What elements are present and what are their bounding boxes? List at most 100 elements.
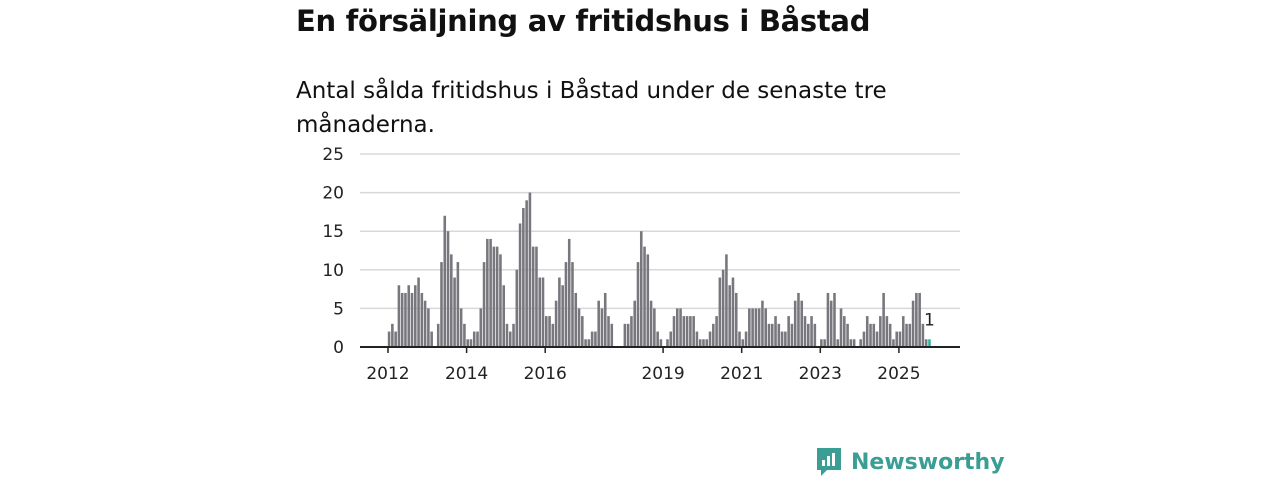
bar	[731, 277, 735, 347]
bar	[567, 238, 571, 347]
bar	[646, 254, 650, 347]
bar	[492, 246, 496, 347]
bar	[738, 331, 741, 347]
bar	[865, 316, 869, 347]
bar	[807, 323, 810, 347]
bar	[777, 323, 781, 347]
bar	[843, 316, 846, 347]
bar	[915, 292, 918, 347]
bar	[561, 285, 564, 347]
bar	[695, 331, 699, 347]
bar	[898, 331, 902, 347]
bar	[495, 246, 499, 347]
bar	[676, 308, 679, 347]
bar	[486, 238, 489, 347]
bar	[698, 339, 702, 347]
brand-name: Newsworthy	[851, 449, 1005, 475]
bar	[469, 339, 473, 347]
bar	[545, 316, 548, 347]
bar	[908, 323, 912, 347]
bar	[590, 331, 594, 347]
bar	[476, 331, 479, 347]
bar	[852, 339, 856, 347]
bar	[564, 262, 568, 347]
bar	[587, 339, 591, 347]
bar	[649, 300, 653, 347]
bar	[584, 339, 587, 347]
bar	[712, 323, 715, 347]
x-tick-label: 2019	[641, 364, 684, 384]
newsworthy-logo[interactable]: Newsworthy	[815, 446, 1005, 478]
bar	[669, 331, 673, 347]
bar	[859, 339, 862, 347]
x-tick-label: 2012	[366, 364, 409, 384]
bar	[577, 308, 581, 347]
bar	[459, 308, 463, 347]
bar	[525, 200, 528, 347]
bar	[446, 231, 450, 347]
bar	[443, 215, 447, 347]
bar	[741, 339, 745, 347]
bar	[456, 262, 460, 347]
bar	[420, 292, 424, 347]
x-tick-label: 2025	[877, 364, 920, 384]
bar	[682, 316, 686, 347]
bar	[829, 300, 833, 347]
bar	[603, 292, 607, 347]
bar	[784, 331, 787, 347]
bar	[400, 292, 404, 347]
bar	[397, 285, 401, 347]
y-tick-label: 5	[333, 299, 344, 319]
bar	[885, 316, 889, 347]
bar	[387, 331, 391, 347]
bar	[836, 339, 840, 347]
bar	[417, 277, 420, 347]
last-value-label: 1	[924, 310, 935, 330]
bar	[666, 339, 669, 347]
bar	[522, 208, 525, 347]
bar	[554, 300, 558, 347]
bar	[541, 277, 545, 347]
bar	[685, 316, 689, 347]
bar	[901, 316, 905, 347]
bar	[911, 300, 915, 347]
bar	[535, 246, 538, 347]
bar	[708, 331, 712, 347]
bar	[869, 323, 872, 347]
bar	[800, 300, 804, 347]
bar	[728, 285, 731, 347]
bar	[813, 323, 817, 347]
bar	[512, 323, 515, 347]
bar	[715, 316, 718, 347]
x-tick-label: 2023	[799, 364, 842, 384]
y-tick-label: 0	[333, 338, 344, 358]
bar	[594, 331, 597, 347]
bar	[643, 246, 646, 347]
bar	[626, 323, 630, 347]
bar	[581, 316, 584, 347]
bar	[528, 192, 532, 347]
bar	[928, 339, 931, 347]
bar	[453, 277, 456, 347]
bar	[770, 323, 774, 347]
bar	[410, 292, 414, 347]
bar	[754, 308, 758, 347]
bar	[440, 262, 443, 347]
bar	[849, 339, 853, 347]
bar	[463, 323, 466, 347]
y-tick-label: 20	[322, 184, 344, 204]
bar	[748, 308, 751, 347]
bar	[636, 262, 640, 347]
y-tick-label: 10	[322, 261, 344, 281]
bar	[472, 331, 476, 347]
bar	[888, 323, 892, 347]
bar	[548, 316, 551, 347]
bar	[672, 316, 676, 347]
bar	[623, 323, 627, 347]
bar	[630, 316, 633, 347]
bar	[466, 339, 469, 347]
bar	[423, 300, 427, 347]
bar	[924, 339, 928, 347]
bar	[774, 316, 777, 347]
